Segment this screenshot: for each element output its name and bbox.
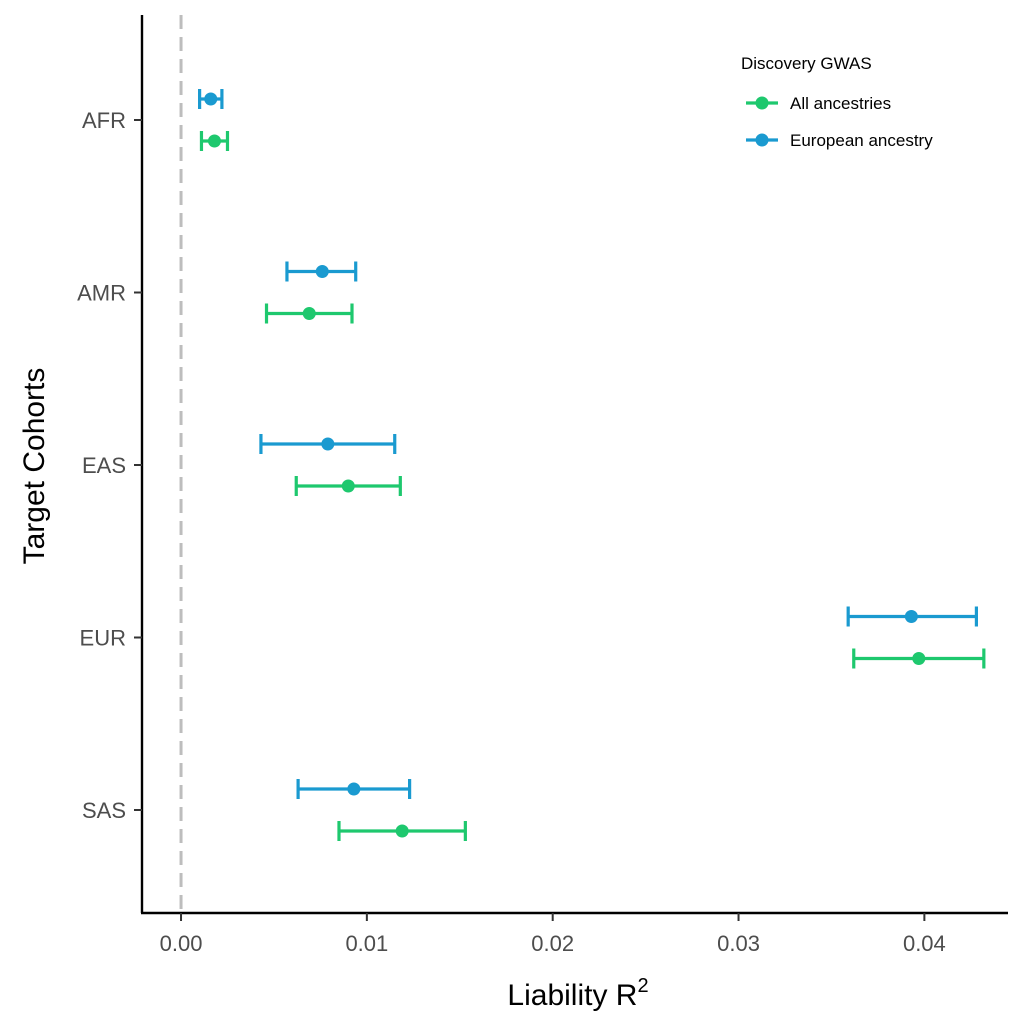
y-tick-label: AFR — [82, 108, 126, 133]
data-marks — [198, 89, 986, 841]
series-all-ancestries — [199, 131, 986, 841]
x-axis-ticks: 0.00 0.01 0.02 0.03 0.04 — [160, 913, 946, 956]
legend-label: All ancestries — [790, 94, 891, 113]
legend-label: European ancestry — [790, 131, 933, 150]
y-tick-label: SAS — [82, 798, 126, 823]
x-axis-title: Liability R2 — [507, 975, 648, 1012]
y-tick-label: AMR — [77, 281, 126, 306]
x-axis-title-superscript: 2 — [637, 975, 648, 997]
x-tick-label: 0.00 — [160, 931, 203, 956]
legend-item: European ancestry — [746, 131, 933, 150]
x-tick-label: 0.04 — [903, 931, 946, 956]
legend-title: Discovery GWAS — [741, 54, 872, 73]
y-tick-label: EUR — [80, 626, 126, 651]
y-axis-ticks: AFR AMR EAS EUR SAS — [77, 108, 142, 823]
legend: Discovery GWAS All ancestries European an… — [741, 54, 933, 150]
x-tick-label: 0.03 — [717, 931, 760, 956]
x-tick-label: 0.02 — [531, 931, 574, 956]
point-estimate — [347, 782, 361, 796]
point-estimate — [341, 479, 355, 493]
point-estimate — [912, 652, 926, 665]
y-axis-title: Target Cohorts — [18, 368, 51, 565]
series-european-ancestry — [198, 89, 979, 799]
point-estimate — [315, 265, 329, 278]
x-tick-label: 0.01 — [345, 931, 388, 956]
y-tick-label: EAS — [82, 453, 126, 478]
legend-swatch-point — [755, 96, 769, 110]
point-estimate — [395, 824, 409, 838]
legend-item: All ancestries — [746, 94, 891, 113]
point-estimate — [302, 307, 316, 320]
legend-swatch-point — [755, 133, 769, 147]
legend-items: All ancestries European ancestry — [746, 94, 933, 150]
point-estimate — [321, 437, 335, 451]
x-axis-title-text: Liability R — [507, 979, 637, 1012]
point-estimate — [204, 92, 218, 106]
point-estimate — [904, 610, 918, 623]
point-estimate — [207, 134, 221, 148]
